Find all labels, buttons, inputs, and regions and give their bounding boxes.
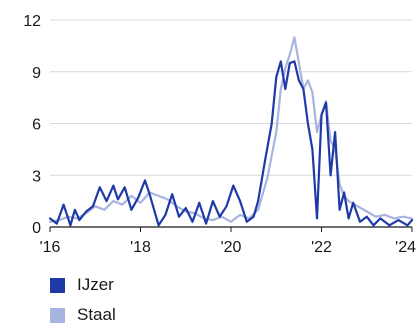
- series-line-ijzer: [48, 60, 414, 227]
- y-tick-label: 3: [32, 168, 41, 185]
- legend-label-ijzer: IJzer: [77, 275, 114, 294]
- x-axis-labels: '16 '18 '20 '22 '24: [40, 227, 416, 256]
- x-tick-label: '16: [40, 239, 61, 256]
- x-tick-label: '22: [311, 239, 332, 256]
- y-axis-labels: 0 3 6 9 12: [23, 13, 41, 237]
- x-tick-label: '18: [130, 239, 151, 256]
- legend-label-staal: Staal: [77, 305, 116, 324]
- y-tick-label: 12: [23, 13, 41, 30]
- y-tick-label: 0: [32, 220, 41, 237]
- x-tick-label: '20: [221, 239, 242, 256]
- y-tick-label: 6: [32, 117, 41, 134]
- legend-item-ijzer: IJzer: [50, 270, 116, 300]
- legend-swatch-staal: [50, 307, 65, 323]
- x-tick-label: '24: [395, 239, 416, 256]
- legend-swatch-ijzer: [50, 277, 65, 293]
- series-lines: [48, 36, 414, 227]
- legend: IJzer Staal: [50, 270, 116, 330]
- legend-item-staal: Staal: [50, 300, 116, 330]
- y-tick-label: 9: [32, 65, 41, 82]
